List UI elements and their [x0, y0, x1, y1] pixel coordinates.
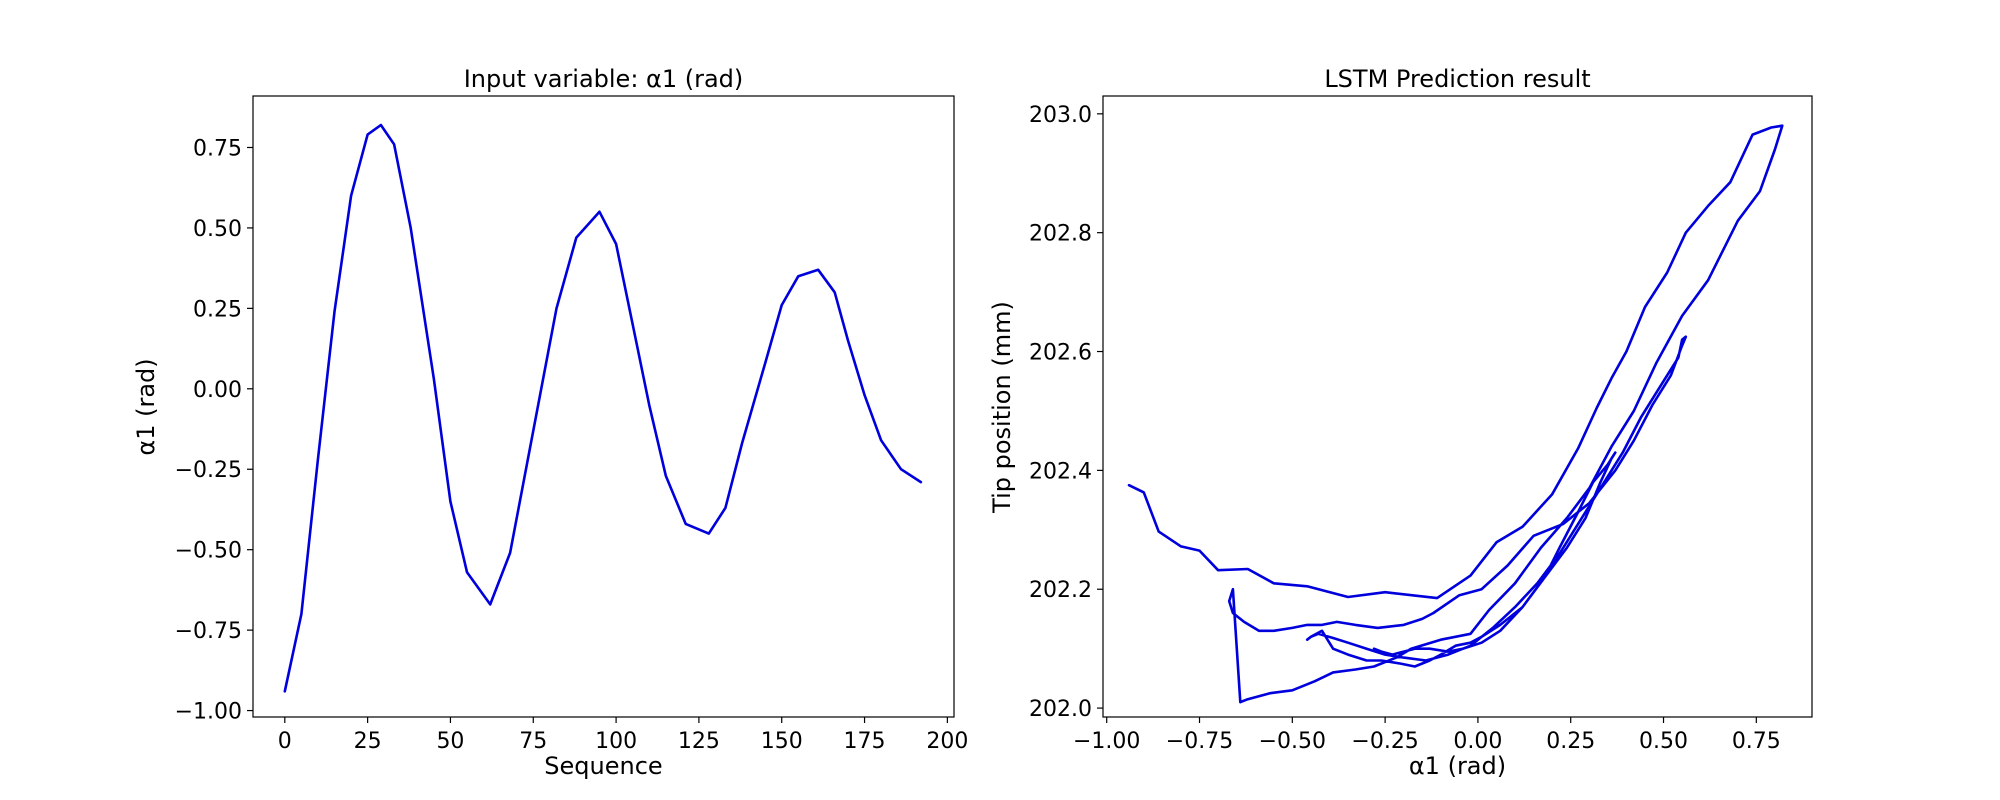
y-tick-label: 0.50	[193, 217, 242, 242]
axis-ticks: −1.00 −0.75 −0.50 −0.25 0.00 0.25 0.50 0.75 202.…	[1029, 103, 1781, 754]
x-tick-label: 75	[519, 729, 547, 754]
x-axis-label: α1 (rad)	[1409, 752, 1506, 780]
y-axis-label: α1 (rad)	[132, 358, 160, 455]
x-tick-label: 0	[278, 729, 292, 754]
y-tick-label: 202.2	[1029, 578, 1092, 603]
x-tick-label: −0.50	[1259, 729, 1326, 754]
y-tick-label: 202.8	[1029, 222, 1092, 247]
chart-title: Input variable: α1 (rad)	[464, 65, 744, 93]
lstm-prediction-chart: LSTM Prediction result α1 (rad) Tip posi…	[988, 65, 1813, 780]
y-tick-label: −0.25	[175, 458, 242, 483]
axes-frame	[252, 95, 955, 718]
x-tick-label: 200	[926, 729, 968, 754]
x-tick-label: 50	[436, 729, 464, 754]
axes-frame	[1102, 95, 1813, 718]
x-tick-label: 125	[678, 729, 720, 754]
y-tick-label: −0.75	[175, 619, 242, 644]
y-tick-label: −0.50	[175, 539, 242, 564]
chart-title: LSTM Prediction result	[1324, 65, 1590, 93]
y-tick-label: 0.75	[193, 136, 242, 161]
input-variable-chart: Input variable: α1 (rad) Sequence α1 (ra…	[132, 65, 968, 780]
series-line	[1127, 124, 1784, 704]
x-tick-label: 0.00	[1453, 729, 1502, 754]
x-tick-label: 175	[844, 729, 886, 754]
x-tick-label: 150	[761, 729, 803, 754]
x-axis-label: Sequence	[544, 752, 662, 780]
x-tick-label: 25	[354, 729, 382, 754]
y-tick-label: 202.0	[1029, 697, 1092, 722]
x-tick-label: 100	[595, 729, 637, 754]
x-tick-label: 0.75	[1732, 729, 1781, 754]
series-line	[283, 123, 923, 693]
y-tick-label: 202.6	[1029, 341, 1092, 366]
x-tick-label: −0.25	[1351, 729, 1418, 754]
y-tick-label: 202.4	[1029, 459, 1092, 484]
y-tick-label: 0.25	[193, 297, 242, 322]
plot-area	[1127, 124, 1784, 704]
y-tick-label: −1.00	[175, 700, 242, 725]
x-tick-label: −1.00	[1073, 729, 1140, 754]
x-tick-label: −0.75	[1166, 729, 1233, 754]
axis-ticks: 0 25 50 75 100 125 150 175 200 −1.00 −0.75 −0.50 −0.…	[175, 136, 969, 754]
y-axis-label: Tip position (mm)	[988, 301, 1016, 514]
x-tick-label: 0.25	[1546, 729, 1595, 754]
y-tick-label: 0.00	[193, 378, 242, 403]
x-tick-label: 0.50	[1639, 729, 1688, 754]
plot-area	[283, 123, 923, 693]
y-tick-label: 203.0	[1029, 103, 1092, 128]
